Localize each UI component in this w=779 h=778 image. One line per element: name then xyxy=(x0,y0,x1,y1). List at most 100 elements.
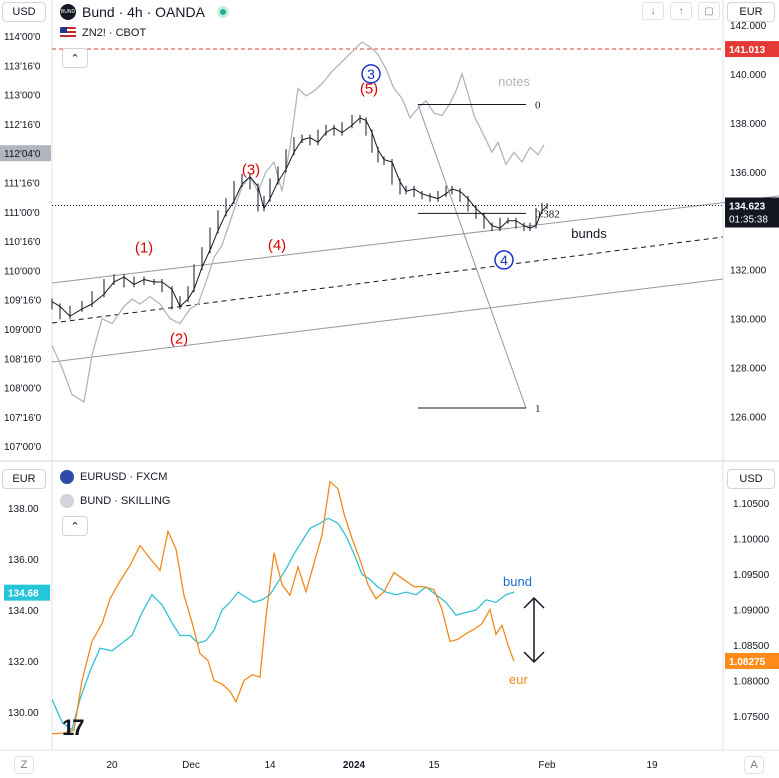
bund-bar-connector xyxy=(201,249,211,268)
timezone-label: Z xyxy=(20,759,28,771)
lower-pane[interactable]: bund eur xyxy=(51,480,545,735)
bund-bar-connector xyxy=(523,225,531,229)
left-tick-label: 109'16'0 xyxy=(4,296,42,307)
bund-bar-connector xyxy=(383,159,393,163)
bund-bar-connector xyxy=(515,220,525,227)
time-tick-label: 15 xyxy=(428,760,440,771)
lower-right-tick-label: 1.08000 xyxy=(733,677,770,688)
bund-last-price-label: 134.68 xyxy=(8,589,39,600)
chart-annotation-label: (4) xyxy=(268,237,286,254)
bund-bar-connector xyxy=(399,181,407,192)
bund-bar-connector xyxy=(451,188,461,192)
collapse-legend-button[interactable]: ⌃ xyxy=(62,48,88,68)
bund-bar-connector xyxy=(351,117,361,126)
compare-symbol-title: ZN2! · CBOT xyxy=(82,27,147,39)
left-tick-label: 111'00'0 xyxy=(4,208,40,219)
left-tick-label: 108'16'0 xyxy=(4,354,42,365)
eur-last-price-label: 1.08275 xyxy=(729,657,766,668)
bund-bar-connector xyxy=(123,276,135,285)
time-tick-label: Dec xyxy=(182,760,200,771)
bund-bar-connector xyxy=(269,181,279,199)
left-tick-label: 107'00'0 xyxy=(4,442,42,453)
bund-bar-connector xyxy=(475,208,485,217)
left-currency-button[interactable]: USD xyxy=(2,2,46,22)
resistance-price-label-bg xyxy=(725,41,779,58)
arrow-up-icon: ↑ xyxy=(678,5,684,17)
time-axis: 20 Dec 14 2024 15 Feb 19 xyxy=(106,760,658,771)
tradingview-logo: 17 xyxy=(62,715,85,741)
lower-left-tick-label: 134.00 xyxy=(8,606,39,617)
right-currency-button[interactable]: EUR xyxy=(727,2,775,22)
bund-bar-connector xyxy=(187,289,195,300)
bund-bar-connector xyxy=(413,188,423,195)
bund-bar-connector xyxy=(391,161,401,182)
skilling-logo-icon xyxy=(60,494,74,508)
lower-right-tick-label: 1.10500 xyxy=(733,499,770,510)
scroll-up-button[interactable]: ↑ xyxy=(670,2,692,20)
lower-left-currency-label: EUR xyxy=(12,473,36,485)
bund-bar-connector xyxy=(371,132,379,150)
lower-left-currency-button[interactable]: EUR xyxy=(2,469,46,489)
left-tick-label: 114'00'0 xyxy=(4,32,41,43)
left-currency-label: USD xyxy=(12,6,36,18)
left-tick-label: 113'16'0 xyxy=(4,61,41,72)
bund-bar-connector xyxy=(103,281,115,295)
market-status-icon xyxy=(216,6,229,18)
lower-left-tick-label: 136.00 xyxy=(8,555,39,566)
timezone-button[interactable]: Z xyxy=(14,756,34,774)
bund-bar-connector xyxy=(529,225,537,229)
time-tick-label: Feb xyxy=(538,760,556,771)
chart-annotation-label: (1) xyxy=(135,240,153,257)
arrow-down-icon: ↓ xyxy=(650,5,656,17)
bund-bar-connector xyxy=(365,120,373,133)
lower-left-tick-label: 130.00 xyxy=(8,708,39,719)
maximize-icon: ▢ xyxy=(704,5,714,17)
wave-label-circled: 3 xyxy=(367,66,375,82)
zn2-series-line xyxy=(51,41,545,403)
auto-scale-label: A xyxy=(750,759,758,771)
bund-bar-connector xyxy=(491,225,501,229)
lower-right-currency-label: USD xyxy=(739,473,763,485)
right-currency-label: EUR xyxy=(739,6,763,18)
chart-annotation-label: (5) xyxy=(360,81,378,98)
logo-text: 17 xyxy=(62,715,85,740)
channel-upper-line xyxy=(51,195,779,284)
lower-right-currency-button[interactable]: USD xyxy=(727,469,775,489)
bund-bar-connector xyxy=(91,293,105,305)
lower-right-tick-label: 1.09500 xyxy=(733,570,770,581)
scroll-down-button[interactable]: ↓ xyxy=(642,2,664,20)
lower-right-tick-label: 1.10000 xyxy=(733,535,770,546)
symbol-logo-icon: BUND xyxy=(60,4,76,20)
lower-collapse-button[interactable]: ⌃ xyxy=(62,516,88,536)
left-tick-label: 110'00'0 xyxy=(4,266,41,277)
wave-circle-marker xyxy=(361,64,381,84)
lower-symbol-1-title: EURUSD · FXCM xyxy=(80,471,168,483)
bund-bar-connector xyxy=(233,183,243,202)
lower-symbol-1-header[interactable]: EURUSD · FXCM xyxy=(60,470,167,484)
fib-level-label: 0 xyxy=(535,99,541,111)
auto-scale-button[interactable]: A xyxy=(744,756,764,774)
maximize-pane-button[interactable]: ▢ xyxy=(698,2,720,20)
bund-bar-connector xyxy=(257,186,265,209)
bund-bar-connector xyxy=(317,132,327,143)
main-symbol-title: Bund · 4h · OANDA xyxy=(82,4,205,20)
left-tick-label: 110'16'0 xyxy=(4,237,41,248)
main-symbol-header[interactable]: BUND Bund · 4h · OANDA xyxy=(60,4,229,20)
eur-last-price-bg xyxy=(725,652,779,669)
time-tick-label: 20 xyxy=(106,760,118,771)
bund-bar-connector xyxy=(359,117,367,121)
right-tick-label: 140.000 xyxy=(730,70,767,81)
compare-symbol-header[interactable]: ZN2! · CBOT xyxy=(60,27,146,39)
lower-symbol-2-header[interactable]: BUND · SKILLING xyxy=(60,494,170,508)
bund-bar-connector xyxy=(277,169,287,182)
bund-bar-connector xyxy=(499,220,509,229)
lower-left-tick-label: 138.00 xyxy=(8,504,39,515)
bund-bar-connector xyxy=(483,215,493,226)
bund-bar-connector xyxy=(301,137,311,141)
upper-pane[interactable]: 0 0.382 1 (1) (2) (3) (4) (5)3 4 notes bunds xyxy=(51,41,779,415)
bund-bar-connector xyxy=(133,279,145,285)
bund-bar-connector xyxy=(405,188,415,192)
right-tick-label: 136.000 xyxy=(730,168,767,179)
bund-bar-connector xyxy=(429,195,439,200)
